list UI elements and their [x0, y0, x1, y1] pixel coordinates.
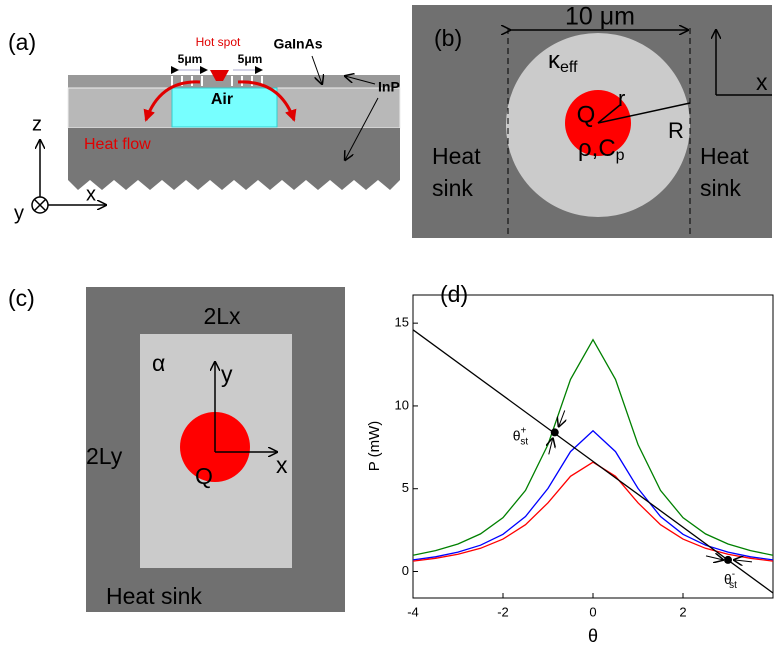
symbol: θ — [513, 427, 521, 443]
substrate — [68, 128, 400, 190]
pointer — [705, 556, 723, 560]
superscript: - — [732, 569, 735, 580]
radius-line — [597, 104, 621, 124]
axis-label: x — [276, 452, 288, 478]
point-label: θ+ st — [513, 425, 529, 447]
heat-sink-label: Heat — [432, 143, 481, 169]
stability-line — [413, 329, 773, 594]
series-line — [413, 338, 773, 556]
panel-label: (d) — [440, 281, 468, 307]
air-gap — [171, 87, 278, 128]
kappa-label: κeff — [548, 47, 578, 76]
hot-spot-label: Hot spot — [196, 35, 241, 49]
axis-label: y — [221, 361, 233, 387]
heat-sink-label: Heat sink — [106, 583, 202, 609]
y-axis-label: P (mW) — [366, 421, 383, 472]
x-tick-label: 0 — [589, 604, 596, 619]
x-tick-label: 2 — [679, 604, 686, 619]
axis-label: z — [32, 113, 42, 135]
symbol: κ — [548, 47, 561, 74]
axis-into-page — [33, 198, 47, 212]
panel-label: (b) — [434, 25, 462, 51]
layer-label: GaInAs — [273, 36, 322, 52]
subscript: eff — [560, 59, 578, 76]
alpha-label: α — [152, 350, 165, 376]
stable-point — [550, 428, 559, 437]
pointer — [549, 438, 553, 455]
rho: ρ,C — [578, 135, 616, 162]
x-axis-label: θ — [588, 626, 598, 646]
panel-a: (a) Hot spot 5μm 5μm GaInAs Air InP Heat… — [8, 29, 401, 224]
panel-b: 10 μm (b) κeff Q r R ρ,Cp Heat sink Heat… — [412, 3, 772, 238]
stable-point — [724, 555, 732, 564]
hot-spot — [210, 70, 229, 81]
width-label: 5μm — [178, 52, 203, 66]
heat-flow-arrow — [143, 80, 201, 122]
pointer — [345, 97, 379, 160]
subscript: p — [616, 147, 625, 164]
heat-sink-label: sink — [432, 175, 473, 201]
y-tick-label: 5 — [402, 480, 409, 495]
pointer — [345, 76, 376, 85]
rho-label: ρ,Cp — [578, 135, 625, 164]
axis-label: x — [86, 183, 96, 205]
x-tick-label: -4 — [407, 604, 419, 619]
width-label: 5μm — [238, 52, 263, 66]
superscript: + — [521, 425, 527, 436]
width-label: 2Lx — [203, 303, 241, 329]
symbol: θ — [724, 571, 732, 587]
source-label: Q — [195, 463, 213, 489]
height-label: 2Ly — [86, 443, 123, 469]
point-label: θ-st — [724, 569, 737, 591]
pointer — [559, 410, 565, 426]
source-label: Q — [577, 101, 596, 128]
air-label: Air — [211, 91, 233, 108]
axis-label: x — [756, 69, 768, 95]
substrate-label: InP — [378, 79, 400, 95]
pointer — [734, 560, 753, 562]
radius-label: r — [618, 86, 625, 111]
heat-sink-label: Heat — [700, 143, 749, 169]
axis-label: y — [14, 202, 24, 224]
pointer — [311, 55, 322, 84]
x-tick-label: -2 — [497, 604, 509, 619]
y-tick-label: 0 — [402, 563, 409, 578]
heat-sink-label: sink — [700, 175, 741, 201]
subscript: st — [729, 580, 737, 591]
panel-label: (c) — [8, 285, 35, 311]
radius-line — [597, 102, 691, 124]
series-line — [413, 461, 773, 562]
y-tick-label: 15 — [395, 315, 409, 330]
panel-label: (a) — [8, 29, 36, 55]
panel-c: (c) 2Lx α y x 2Ly Q Heat sink — [8, 285, 345, 612]
y-tick-label: 10 — [395, 397, 409, 412]
radius-label: R — [668, 118, 684, 143]
heat-flow-arrow — [237, 80, 297, 122]
series-line — [413, 429, 773, 561]
width-label: 10 μm — [565, 3, 635, 31]
heat-flow-label: Heat flow — [84, 136, 151, 153]
subscript: st — [520, 436, 528, 447]
